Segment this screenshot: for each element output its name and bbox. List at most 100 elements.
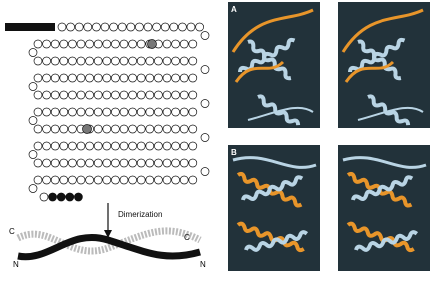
residue	[186, 22, 196, 32]
residue	[76, 158, 86, 168]
residue	[59, 90, 69, 100]
residue	[145, 90, 155, 100]
residue	[93, 158, 103, 168]
residue	[171, 107, 180, 117]
residue	[154, 124, 163, 134]
residue	[136, 90, 146, 100]
residue	[162, 107, 172, 117]
residue	[136, 158, 146, 168]
residue	[154, 158, 163, 168]
ribbon-model	[231, 8, 314, 126]
residue	[136, 107, 146, 117]
residue	[111, 90, 120, 100]
residue	[66, 22, 75, 32]
residue	[145, 124, 155, 134]
residue	[50, 107, 60, 117]
residue	[68, 158, 77, 168]
residue	[128, 158, 137, 168]
residue	[59, 175, 69, 185]
residue	[68, 107, 77, 117]
terminus-label: N	[200, 260, 206, 269]
residue	[102, 158, 112, 168]
residue	[93, 90, 103, 100]
residue	[48, 192, 57, 202]
residue	[169, 22, 179, 32]
residue	[195, 22, 204, 32]
residue	[162, 124, 172, 134]
residue	[93, 175, 103, 185]
residue	[102, 73, 112, 83]
residue	[188, 39, 198, 49]
residue	[76, 39, 86, 49]
helix	[367, 94, 411, 126]
residue	[154, 175, 163, 185]
residue	[136, 141, 146, 151]
strand	[232, 156, 317, 169]
residue	[76, 141, 86, 151]
residue	[178, 22, 187, 32]
strand	[341, 8, 424, 53]
residue	[33, 39, 43, 49]
dimer-helices	[16, 227, 202, 261]
residue	[85, 39, 94, 49]
residue	[33, 107, 43, 117]
residue	[82, 124, 92, 134]
residue	[28, 184, 38, 193]
residue	[76, 56, 86, 66]
residue	[171, 56, 180, 66]
residue	[154, 107, 163, 117]
residue	[93, 73, 103, 83]
residue	[162, 175, 172, 185]
residue	[188, 141, 198, 151]
terminus-label: C	[184, 233, 190, 242]
residue	[50, 73, 60, 83]
helix	[247, 39, 292, 81]
residue	[188, 124, 198, 134]
residue	[28, 116, 38, 125]
residue	[188, 90, 198, 100]
residue	[56, 192, 66, 202]
residue	[128, 107, 137, 117]
residue	[83, 22, 93, 32]
residue	[28, 150, 38, 159]
residue	[200, 31, 210, 40]
residue	[28, 48, 38, 57]
residue	[119, 90, 129, 100]
residue	[68, 73, 77, 83]
residue	[33, 73, 43, 83]
residue	[50, 141, 60, 151]
residue	[162, 56, 172, 66]
residue	[119, 39, 129, 49]
residue	[93, 107, 103, 117]
helix	[241, 175, 304, 201]
residue	[68, 175, 77, 185]
residue	[119, 56, 129, 66]
residue	[42, 56, 51, 66]
residue	[188, 158, 198, 168]
residue	[111, 124, 120, 134]
residue	[109, 22, 118, 32]
residue	[50, 175, 60, 185]
helix	[346, 221, 415, 253]
residue	[85, 73, 94, 83]
residue	[102, 124, 112, 134]
residue	[145, 175, 155, 185]
residue	[93, 56, 103, 66]
residue	[188, 56, 198, 66]
residue	[119, 158, 129, 168]
residue	[128, 124, 137, 134]
residue	[33, 90, 43, 100]
helix	[244, 230, 309, 252]
sequence-diagram	[5, 22, 210, 202]
terminus-label: N	[13, 260, 19, 269]
residue	[128, 90, 137, 100]
residue	[145, 73, 155, 83]
ribbon-model	[341, 8, 424, 126]
residue	[50, 90, 60, 100]
residue	[147, 39, 157, 49]
residue	[200, 65, 210, 74]
residue	[111, 39, 120, 49]
residue	[50, 124, 60, 134]
residue	[102, 39, 112, 49]
